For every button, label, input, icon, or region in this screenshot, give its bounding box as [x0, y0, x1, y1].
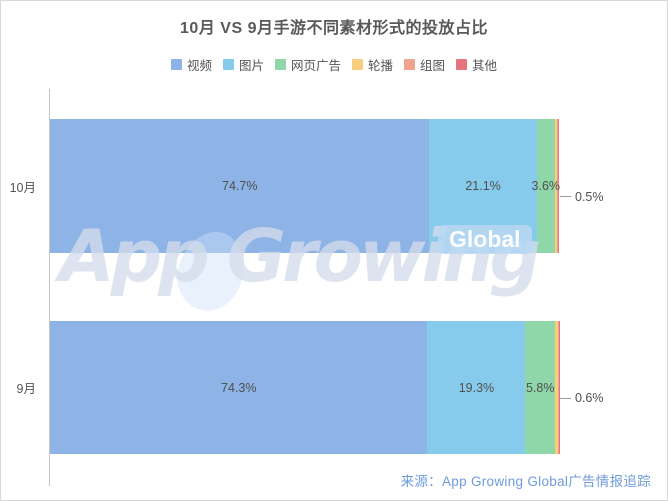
- callout-connector-line: [560, 196, 571, 197]
- bar-row: 10月 74.7% 21.1% 3.6% 0.5%: [1, 119, 667, 253]
- bar-segment-2: 21.1%: [429, 119, 537, 253]
- segment-label: 74.7%: [222, 179, 258, 193]
- chart-title: 10月 VS 9月手游不同素材形式的投放占比: [180, 20, 488, 37]
- source-note: 来源：App Growing Global广告情报追踪: [400, 474, 651, 489]
- legend-label: 图片: [238, 59, 264, 73]
- legend-label: 轮播: [368, 59, 394, 73]
- legend-label: 其他: [472, 59, 498, 73]
- bar-segment-5: [557, 321, 559, 454]
- segment-label: 21.1%: [465, 179, 501, 193]
- bar-track: 74.7% 21.1% 3.6%: [50, 119, 560, 253]
- bar-track: 74.3% 19.3% 5.8%: [50, 321, 560, 454]
- legend-label: 视频: [186, 59, 212, 73]
- legend-swatch: [352, 59, 363, 70]
- y-axis-line: [49, 89, 50, 486]
- category-label: 10月: [9, 180, 36, 195]
- bar-segment-5: [557, 119, 559, 253]
- bar-segment-6: [558, 119, 559, 253]
- category-label: 9月: [16, 382, 36, 396]
- segment-label: 3.6%: [531, 179, 561, 193]
- segment-label: 5.8%: [525, 380, 555, 395]
- callout: 0.5%: [560, 189, 604, 204]
- bar-segment-4: [554, 119, 558, 253]
- segment-label: 74.3%: [220, 380, 257, 395]
- legend-item-1: 视频: [170, 55, 212, 74]
- legend-item-6: 其他: [456, 55, 497, 74]
- callout-connector-line: [560, 397, 571, 399]
- callout: 0.6%: [560, 391, 604, 406]
- legend-label: 组图: [420, 59, 446, 73]
- bar-segment-6: [558, 321, 560, 454]
- segment-label: 19.3%: [458, 380, 495, 395]
- bar-segment-1: 74.3%: [50, 321, 428, 454]
- legend-item-4: 轮播: [352, 55, 393, 74]
- callout-label: 0.6%: [575, 391, 604, 405]
- bar-segment-2: 19.3%: [427, 321, 526, 454]
- legend-swatch: [170, 59, 182, 70]
- legend-swatch: [456, 59, 468, 70]
- legend-swatch: [222, 59, 234, 70]
- bar-segment-4: [554, 321, 558, 454]
- legend-item-3: 网页广告: [274, 55, 341, 74]
- legend-label: 网页广告: [290, 59, 341, 73]
- legend-item-2: 图片: [222, 55, 264, 74]
- bar-row: 9月 74.3% 19.3% 5.8% 0.6%: [1, 321, 667, 454]
- bar-segment-1: 74.7%: [50, 119, 430, 253]
- bar-segment-3: 3.6%: [532, 119, 560, 253]
- legend: 视频 图片 网页广告 轮播 组图 其他: [1, 55, 667, 74]
- legend-item-5: 组图: [404, 55, 445, 74]
- callout-label: 0.5%: [575, 189, 604, 204]
- legend-swatch: [404, 59, 416, 70]
- legend-swatch: [274, 59, 286, 70]
- bar-segment-3: 5.8%: [525, 321, 555, 454]
